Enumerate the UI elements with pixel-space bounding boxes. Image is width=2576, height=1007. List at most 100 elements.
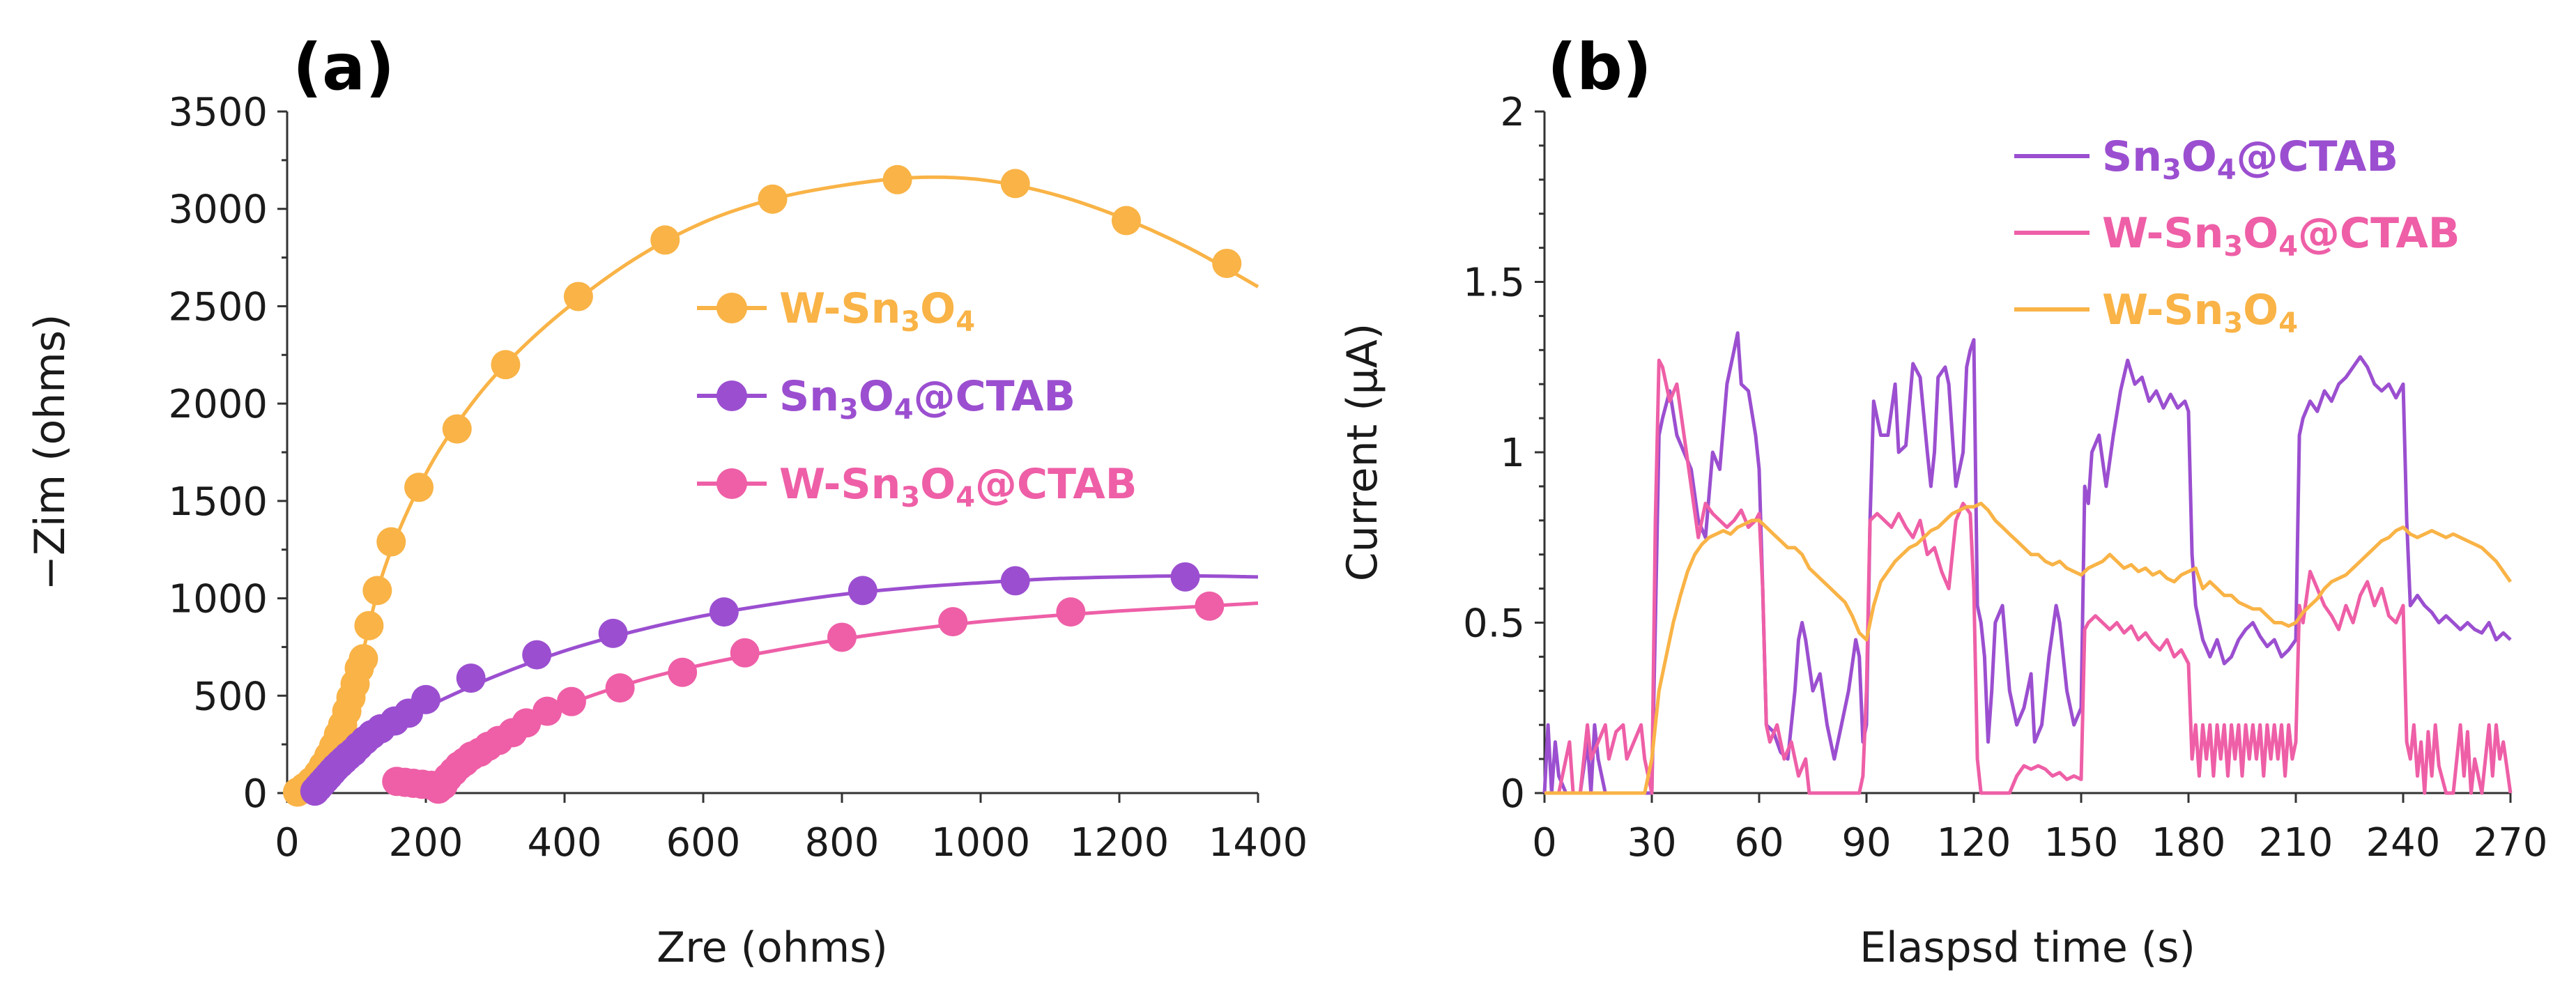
x-tick-label: 240	[2366, 820, 2441, 866]
data-point	[563, 282, 593, 312]
legend-label-part: @CTAB	[914, 372, 1075, 421]
series-line	[1544, 358, 2513, 795]
data-point	[848, 576, 877, 606]
legend-label: Sn3O4@CTAB	[2102, 132, 2398, 186]
legend-entry: W-Sn3O4	[697, 284, 975, 338]
legend-label-part: Sn	[779, 372, 839, 421]
legend-marker	[716, 468, 747, 499]
x-tick-label: 30	[1627, 820, 1676, 866]
y-tick-label: 1	[1500, 431, 1525, 476]
x-axis-label: Zre (ohms)	[657, 923, 888, 972]
y-tick-label: 1500	[168, 479, 268, 525]
legend-label-part: 4	[2217, 154, 2237, 186]
series-sn3o4-ctab	[300, 562, 1259, 806]
legend-label-part: 3	[2162, 154, 2182, 186]
y-tick-label: 2	[1500, 90, 1525, 135]
y-tick-label: 2000	[168, 382, 268, 427]
legend-marker	[716, 380, 747, 411]
legend-marker	[716, 293, 747, 323]
x-tick-label: 210	[2259, 820, 2333, 866]
x-tick-label: 1400	[1209, 820, 1308, 866]
legend-label-part: @CTAB	[2298, 209, 2460, 258]
legend-label-part: 3	[900, 306, 920, 338]
x-tick-label: 800	[805, 820, 880, 866]
panel-label: (a)	[293, 30, 394, 105]
data-point	[827, 622, 857, 652]
legend-label-part: O	[2243, 209, 2278, 258]
y-tick-label: 3000	[168, 187, 268, 233]
data-point	[1000, 169, 1030, 199]
legend-entry: Sn3O4@CTAB	[697, 372, 1075, 426]
legend-label-part: O	[920, 284, 956, 333]
x-tick-label: 120	[1937, 820, 2011, 866]
legend-label: W-Sn3O4@CTAB	[2102, 209, 2460, 263]
legend-label: W-Sn3O4@CTAB	[779, 460, 1137, 514]
data-point	[362, 576, 392, 606]
x-tick-label: 400	[528, 820, 602, 866]
legend-label-part: 4	[894, 394, 914, 426]
series-w-sn3o4-ctab	[1544, 358, 2513, 795]
legend-entry: Sn3O4@CTAB	[2014, 132, 2398, 186]
legend-label-part: W-Sn	[779, 284, 900, 333]
legend-label: W-Sn3O4	[779, 284, 975, 338]
data-point	[456, 663, 486, 693]
legend-label-part: 3	[2223, 307, 2243, 339]
legend-label-part: 3	[839, 394, 859, 426]
x-tick-label: 270	[2474, 820, 2548, 866]
x-tick-label: 600	[666, 820, 741, 866]
x-tick-label: 180	[2152, 820, 2226, 866]
legend-label-part: @CTAB	[2237, 132, 2398, 181]
legend-label-part: W-Sn	[779, 460, 900, 509]
legend-label-part: 3	[900, 482, 920, 514]
fit-curve	[394, 601, 1259, 791]
data-point	[442, 414, 472, 444]
x-tick-label: 0	[275, 820, 300, 866]
legend-label-part: Sn	[2102, 132, 2162, 181]
data-point	[491, 350, 521, 380]
data-point	[668, 657, 698, 687]
legend-label: W-Sn3O4	[2102, 286, 2298, 339]
series-sn3o4-ctab	[1542, 331, 2512, 795]
legend-entry: W-Sn3O4	[2014, 286, 2298, 339]
data-point	[605, 673, 635, 703]
x-tick-label: 200	[389, 820, 463, 866]
data-point	[1056, 597, 1086, 627]
legend-label-part: W-Sn	[2102, 209, 2223, 258]
y-tick-label: 0.5	[1463, 601, 1525, 647]
series-line	[1542, 331, 2512, 795]
legend-label-part: @CTAB	[975, 460, 1137, 509]
data-point	[650, 225, 680, 255]
series-w-sn3o4-ctab	[382, 591, 1259, 804]
legend-label-part: 4	[2278, 231, 2298, 263]
data-point	[598, 618, 628, 648]
data-point	[411, 684, 440, 714]
data-point	[1170, 562, 1200, 592]
series-line	[1544, 501, 2513, 795]
legend-label-part: O	[859, 372, 894, 421]
legend-label-part: O	[2182, 132, 2217, 181]
data-point	[556, 686, 586, 716]
legend-label-part: 3	[2223, 231, 2243, 263]
y-tick-label: 0	[243, 771, 268, 817]
y-tick-label: 3500	[168, 90, 268, 135]
legend-label-part: O	[920, 460, 956, 509]
legend-entry: W-Sn3O4@CTAB	[697, 460, 1137, 514]
data-point	[709, 597, 739, 627]
x-axis-label: Elaspsd time (s)	[1860, 923, 2195, 972]
y-axis-label: −Zim (ohms)	[26, 314, 75, 591]
legend-label-part: 4	[956, 482, 975, 514]
data-point	[758, 184, 788, 214]
data-point	[404, 472, 434, 502]
legend-label-part: 4	[2278, 307, 2298, 339]
y-tick-label: 1000	[168, 577, 268, 622]
y-tick-label: 2500	[168, 284, 268, 330]
y-tick-label: 500	[193, 674, 268, 719]
x-tick-label: 150	[2044, 820, 2119, 866]
legend-label-part: W-Sn	[2102, 286, 2223, 335]
chart-panel-b: 0 30 60 90 120 150 180 210 240 270 0 0.5 1 1.5 2 Elasps…	[1338, 30, 2547, 972]
data-point	[1212, 248, 1242, 278]
y-axis-label: Current (µA)	[1338, 323, 1387, 581]
x-tick-label: 1000	[931, 820, 1031, 866]
data-point	[882, 164, 912, 194]
